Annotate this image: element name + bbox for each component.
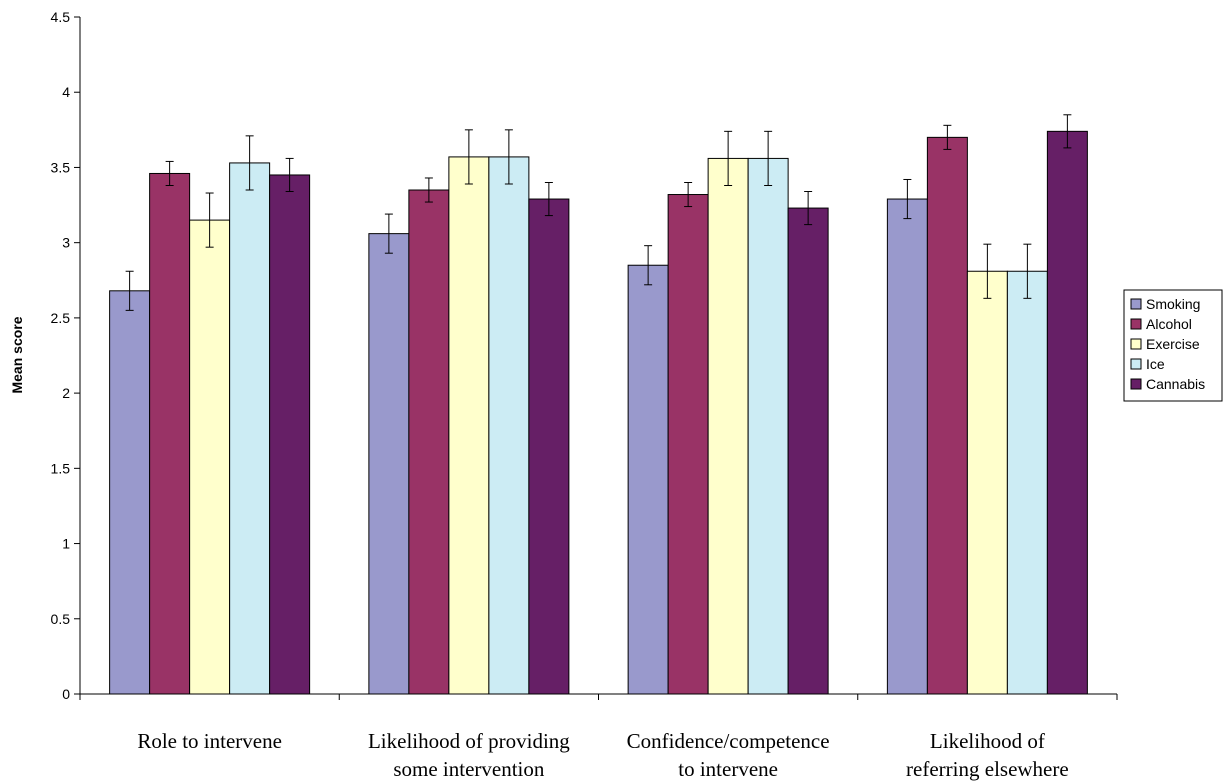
y-tick-label: 1.5: [51, 460, 71, 476]
bar-ice-1: [229, 162, 271, 695]
bar-alcohol-2: [408, 189, 450, 695]
y-tick-label: 0.5: [51, 611, 71, 627]
bars-layer: [109, 130, 1088, 695]
legend-swatch-ice: [1130, 358, 1142, 370]
legend-label-exercise: Exercise: [1146, 336, 1200, 352]
axes-layer: [74, 16, 1118, 700]
x-category-label: Likelihood of: [930, 729, 1045, 753]
x-category-label: Role to intervene: [137, 729, 282, 753]
x-category-label: to intervene: [678, 757, 778, 781]
bar-alcohol-1: [149, 172, 191, 695]
bar-smoking-2: [368, 233, 410, 695]
x-category-label: Likelihood of providing: [368, 729, 570, 753]
bar-alcohol-3: [667, 194, 709, 695]
bar-smoking-3: [627, 264, 669, 695]
bar-ice-4: [1006, 270, 1048, 695]
bar-exercise-4: [966, 270, 1008, 695]
bar-smoking-4: [886, 198, 928, 695]
x-category-label: some intervention: [393, 757, 545, 781]
labels-layer: 0 0.5 1 1.5 2 2.5 3 3.5 4 4.5 Role to intervene Lik…: [9, 9, 1069, 781]
legend-swatch-cannabis: [1130, 378, 1142, 390]
y-tick-label: 4.5: [51, 9, 71, 25]
legend-label-alcohol: Alcohol: [1146, 316, 1192, 332]
bar-alcohol-4: [926, 136, 968, 695]
legend-label-cannabis: Cannabis: [1146, 376, 1205, 392]
y-axis-label: Mean score: [9, 316, 25, 393]
y-tick-label: 0: [62, 686, 70, 702]
legend-label-ice: Ice: [1146, 356, 1165, 372]
bar-cannabis-1: [269, 174, 311, 695]
y-tick-label: 3.5: [51, 159, 71, 175]
bar-ice-2: [488, 156, 530, 695]
y-tick-label: 2: [62, 385, 70, 401]
x-category-label: Confidence/competence: [627, 729, 830, 753]
x-category-label: referring elsewhere: [906, 757, 1069, 781]
bar-smoking-1: [109, 290, 151, 695]
legend-swatch-exercise: [1130, 338, 1142, 350]
bar-exercise-2: [448, 156, 490, 695]
legend-label-smoking: Smoking: [1146, 296, 1200, 312]
y-tick-label: 2.5: [51, 310, 71, 326]
y-tick-label: 3: [62, 235, 70, 251]
y-tick-label: 4: [62, 84, 70, 100]
legend-swatch-alcohol: [1130, 318, 1142, 330]
bar-ice-3: [747, 157, 789, 695]
error-bars-layer: [125, 114, 1072, 311]
bar-cannabis-2: [528, 198, 570, 695]
y-tick-label: 1: [62, 536, 70, 552]
legend-swatch-smoking: [1130, 298, 1142, 310]
bar-cannabis-4: [1046, 130, 1088, 695]
legend: Smoking Alcohol Exercise Ice Cannabis: [1123, 289, 1223, 402]
bar-cannabis-3: [787, 207, 829, 695]
bar-exercise-3: [707, 157, 749, 695]
bar-exercise-1: [189, 219, 231, 695]
